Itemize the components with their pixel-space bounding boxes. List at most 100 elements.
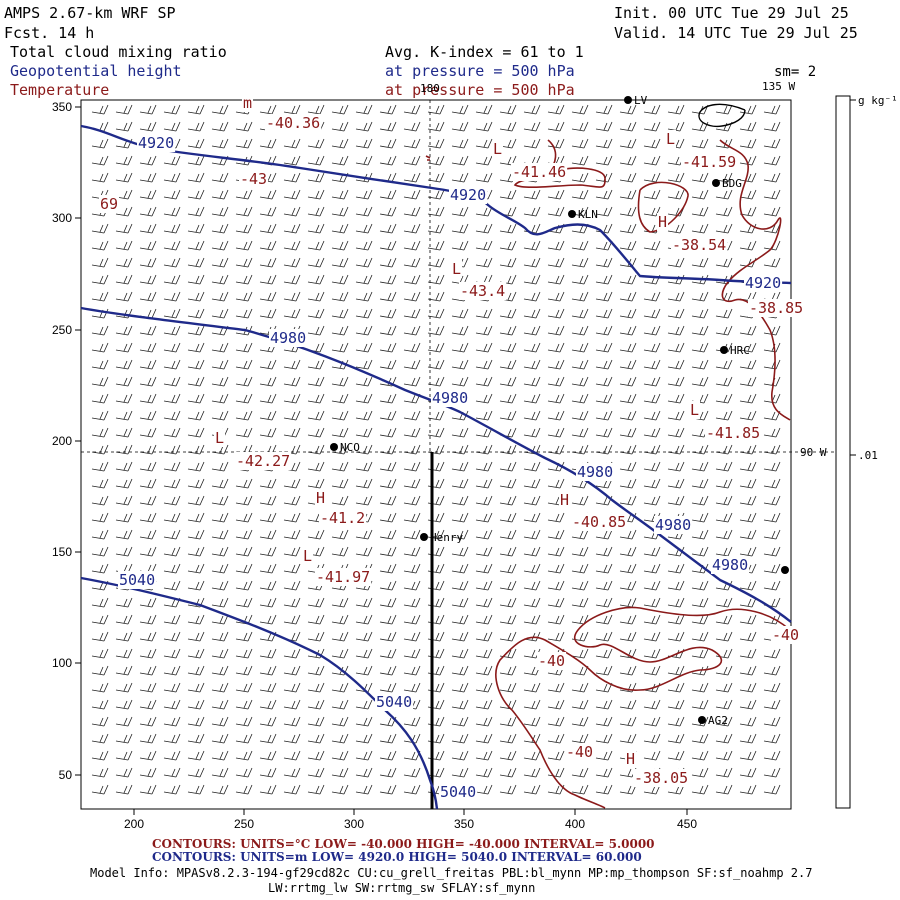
temperature-label: -43.4 xyxy=(460,282,505,300)
wind-barb xyxy=(235,274,253,285)
wind-barb xyxy=(115,325,133,336)
wind-barb xyxy=(307,393,325,404)
wind-barb xyxy=(499,410,517,421)
wind-barb xyxy=(619,274,637,285)
wind-barb xyxy=(139,189,157,200)
wind-barb xyxy=(307,427,325,438)
wind-barb xyxy=(379,308,397,319)
wind-barb xyxy=(163,478,181,489)
wind-barb xyxy=(763,189,781,200)
wind-barb xyxy=(355,767,373,778)
wind-barb xyxy=(523,546,541,557)
high-low-letter: H xyxy=(316,489,325,507)
wind-barb xyxy=(715,495,733,506)
wind-barb xyxy=(115,699,133,710)
wind-barb xyxy=(499,529,517,540)
wind-barb xyxy=(691,648,709,659)
wind-barb xyxy=(139,427,157,438)
wind-barb xyxy=(139,376,157,387)
wind-barb xyxy=(163,682,181,693)
wind-barb xyxy=(427,699,445,710)
wind-barb xyxy=(523,189,541,200)
wind-barb xyxy=(643,410,661,421)
wind-barb xyxy=(691,733,709,744)
wind-barb xyxy=(595,665,613,676)
wind-barb xyxy=(307,461,325,472)
wind-barb xyxy=(595,189,613,200)
station-dot xyxy=(420,533,428,541)
y-tick-label: 250 xyxy=(52,323,72,337)
wind-barb xyxy=(763,512,781,523)
wind-barb xyxy=(235,699,253,710)
wind-barb xyxy=(499,393,517,404)
wind-barb xyxy=(187,546,205,557)
wind-barb xyxy=(739,325,757,336)
wind-barb xyxy=(691,529,709,540)
wind-barb xyxy=(667,393,685,404)
wind-barb xyxy=(763,733,781,744)
wind-barb xyxy=(475,240,493,251)
wind-barb xyxy=(691,767,709,778)
wind-barb xyxy=(451,342,469,353)
wind-barb xyxy=(355,291,373,302)
wind-barb xyxy=(187,410,205,421)
x-tick-label: 450 xyxy=(677,817,697,831)
wind-barb xyxy=(331,189,349,200)
wind-barb xyxy=(403,682,421,693)
wind-barb xyxy=(91,240,109,251)
wind-barb xyxy=(115,750,133,761)
wind-barb xyxy=(187,274,205,285)
station-dot xyxy=(568,210,576,218)
wind-barb xyxy=(211,648,229,659)
wind-barb xyxy=(763,325,781,336)
y-tick-label: 50 xyxy=(59,768,73,782)
wind-barb xyxy=(667,682,685,693)
wind-barb xyxy=(379,529,397,540)
temperature-label: -42.27 xyxy=(236,452,290,470)
wind-barb xyxy=(355,325,373,336)
wind-barb xyxy=(427,597,445,608)
wind-barb xyxy=(331,427,349,438)
wind-barb xyxy=(619,427,637,438)
wind-barb xyxy=(331,257,349,268)
wind-barb xyxy=(331,750,349,761)
wind-barb xyxy=(451,699,469,710)
wind-barb xyxy=(691,257,709,268)
wind-barb xyxy=(619,359,637,370)
wind-barb xyxy=(427,529,445,540)
wind-barb xyxy=(187,393,205,404)
wind-barb xyxy=(475,563,493,574)
temperature-label: -41.85 xyxy=(706,424,760,442)
wind-barb xyxy=(763,427,781,438)
wind-barb xyxy=(379,682,397,693)
wind-barb xyxy=(331,767,349,778)
wind-barb xyxy=(571,427,589,438)
wind-barb xyxy=(187,240,205,251)
wind-barb xyxy=(667,563,685,574)
wind-barb xyxy=(403,155,421,166)
wind-barb xyxy=(715,308,733,319)
wind-barb xyxy=(403,665,421,676)
wind-barb xyxy=(259,427,277,438)
wind-barb xyxy=(691,478,709,489)
wind-barb xyxy=(427,563,445,574)
wind-barb xyxy=(715,733,733,744)
wind-barb xyxy=(643,206,661,217)
wind-barb xyxy=(523,716,541,727)
height-contour-label: 4980 xyxy=(577,463,613,481)
temperature-label-bg xyxy=(633,769,690,787)
wind-barb xyxy=(115,427,133,438)
wind-barb xyxy=(499,257,517,268)
wind-barb xyxy=(499,376,517,387)
wind-barb xyxy=(115,716,133,727)
init-time: Init. 00 UTC Tue 29 Jul 25 xyxy=(614,4,849,22)
wind-barb xyxy=(643,699,661,710)
wind-barb xyxy=(667,478,685,489)
wind-barb xyxy=(379,784,397,795)
wind-barb xyxy=(211,750,229,761)
wind-barb xyxy=(595,580,613,591)
wind-barb xyxy=(475,342,493,353)
wind-barb xyxy=(715,359,733,370)
wind-barb xyxy=(307,699,325,710)
wind-barb xyxy=(115,614,133,625)
